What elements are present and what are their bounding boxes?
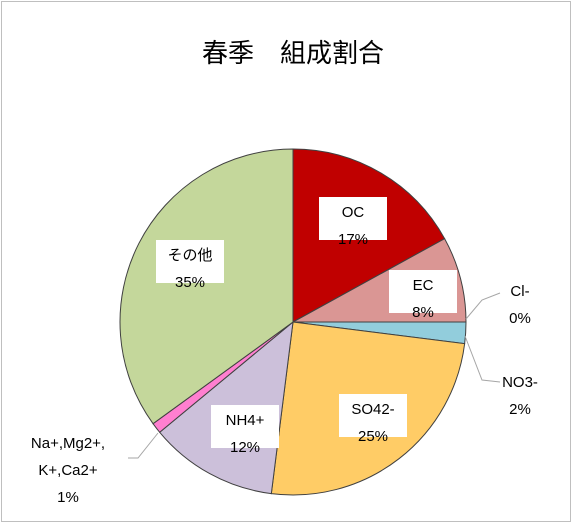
label-box: [211, 405, 279, 448]
chart-title: 春季 組成割合: [202, 38, 384, 68]
slice-label: NH4+: [226, 412, 265, 429]
value-label: 1%: [57, 489, 79, 506]
value-label: 12%: [230, 439, 260, 456]
value-label: 8%: [412, 304, 434, 321]
leader-line: [464, 335, 501, 383]
leader-line: [128, 432, 159, 459]
value-label: 25%: [358, 428, 388, 445]
label-box: [156, 240, 224, 283]
slice-label: その他: [167, 247, 212, 264]
value-label: 17%: [338, 231, 368, 248]
label-box: [389, 270, 457, 313]
label-box: [319, 197, 387, 240]
value-label: 0%: [509, 310, 531, 327]
slice-label: SO42-: [351, 401, 394, 418]
pie-slice: [119, 148, 294, 425]
value-label: 2%: [509, 401, 531, 418]
leader-line: [465, 292, 501, 320]
slice-label: Na+,Mg2+, K+,Ca2+: [31, 435, 105, 479]
slice-label: EC: [413, 277, 434, 294]
value-label: 35%: [175, 274, 205, 291]
slice-label: NO3-: [502, 374, 538, 391]
label-box: [339, 394, 407, 437]
slice-label: OC: [342, 204, 365, 221]
slice-label: Cl-: [510, 283, 529, 300]
